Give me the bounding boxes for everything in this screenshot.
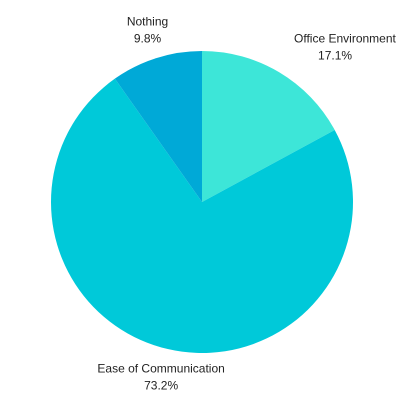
slice-label: Nothing xyxy=(127,15,168,29)
slice-value-label: 73.2% xyxy=(144,378,178,392)
pie-slice xyxy=(202,51,335,202)
pie-slice xyxy=(114,50,202,202)
slice-value-label: 9.8% xyxy=(134,32,162,46)
slice-label: Office Environment xyxy=(294,31,396,45)
slice-value-label: 17.1% xyxy=(318,48,352,62)
pie-slice xyxy=(51,78,354,354)
slice-label: Ease of Communication xyxy=(97,361,224,375)
